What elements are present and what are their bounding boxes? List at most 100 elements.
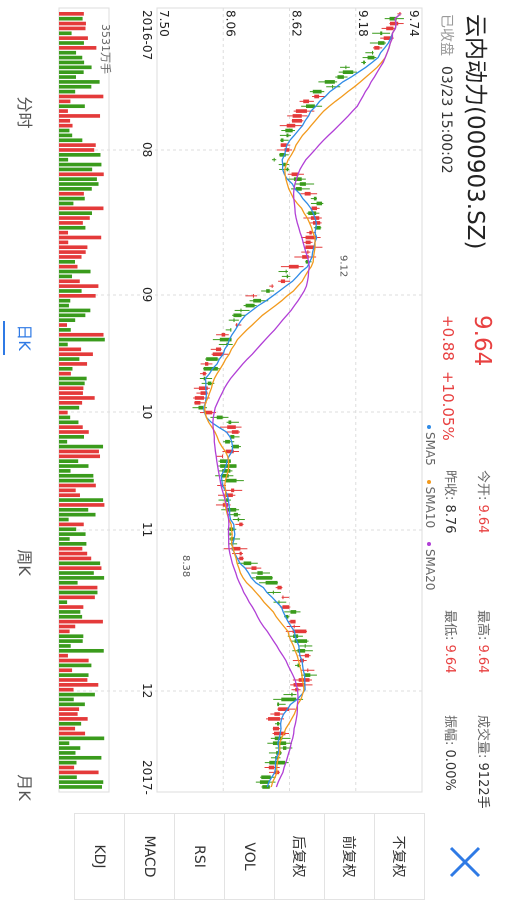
indicator-rsi[interactable]: RSI xyxy=(174,813,225,900)
candle-body xyxy=(283,162,286,167)
tab-label: 月K xyxy=(15,774,34,801)
price-change: +0.88 +10.05% xyxy=(439,315,457,451)
stat-high: 最高: 9.64 xyxy=(475,610,494,673)
volume-bar xyxy=(59,60,85,65)
candle-body xyxy=(227,425,236,429)
tab-intraday[interactable]: 分时 xyxy=(0,0,52,225)
volume-bar xyxy=(59,225,86,230)
candle-body xyxy=(203,376,206,381)
volume-bar xyxy=(59,357,80,361)
volume-bar xyxy=(59,352,93,357)
candle-body xyxy=(386,26,394,31)
candle-body xyxy=(280,279,286,284)
candle-body xyxy=(304,673,311,677)
legend-sma20-swatch xyxy=(427,541,432,546)
candle-body xyxy=(291,172,299,177)
volume-bar xyxy=(58,274,73,279)
volume-bar xyxy=(58,653,68,658)
candle-body xyxy=(239,551,242,556)
volume-bar xyxy=(58,571,94,575)
tab-weekly-k[interactable]: 周K xyxy=(0,450,52,675)
volume-bar xyxy=(59,420,79,425)
candle-body xyxy=(307,250,309,254)
candle-body xyxy=(285,269,287,274)
candle-body xyxy=(272,726,280,731)
tab-monthly-k[interactable]: 月K xyxy=(0,675,52,900)
candle-body xyxy=(257,571,263,575)
tab-label: 日K xyxy=(15,324,34,351)
volume-bar xyxy=(59,366,73,371)
tab-label: 周K xyxy=(15,549,34,576)
volume-bar xyxy=(59,21,86,26)
indicator-none-adjust[interactable]: 不复权 xyxy=(374,813,425,900)
indicator-backward-adjust[interactable]: 后复权 xyxy=(274,813,325,900)
volume-bar xyxy=(59,692,95,697)
candle-body xyxy=(292,629,307,634)
volume-bar xyxy=(59,697,74,702)
volume-bar xyxy=(58,401,83,405)
indicator-forward-adjust[interactable]: 前复权 xyxy=(324,813,375,900)
y-tick-label: 8.06 xyxy=(223,10,237,37)
y-tick-label: 9.74 xyxy=(407,10,421,37)
indicator-kdj[interactable]: KDJ xyxy=(74,813,125,900)
volume-bar xyxy=(59,444,104,449)
volume-plot-frame xyxy=(58,7,110,793)
volume-bar xyxy=(59,410,68,415)
candle-body xyxy=(290,610,297,614)
candle-body xyxy=(215,347,222,352)
candle-body xyxy=(372,50,374,55)
volume-bar xyxy=(58,639,83,643)
volume-bar xyxy=(59,551,88,556)
volume-bar xyxy=(59,26,86,31)
candle-body xyxy=(252,294,254,298)
volume-bar xyxy=(59,566,102,570)
volume-bar xyxy=(58,498,104,502)
candle-body xyxy=(363,60,365,65)
candle-body xyxy=(295,187,302,191)
volume-bar xyxy=(58,342,68,347)
candle-body xyxy=(304,191,311,196)
volume-bar xyxy=(59,148,95,152)
indicator-macd[interactable]: MACD xyxy=(124,813,175,900)
volume-bar xyxy=(58,717,88,721)
stat-prev-close: 昨收: 8.76 xyxy=(442,470,461,533)
candle-body xyxy=(206,357,218,361)
y-tick-label: 9.18 xyxy=(356,10,370,37)
candle-body xyxy=(233,444,239,449)
tab-daily-k[interactable]: 日K xyxy=(0,225,52,450)
candle-body xyxy=(230,328,232,332)
volume-bar xyxy=(58,328,71,332)
volume-bar xyxy=(59,624,76,629)
candle-body xyxy=(380,31,383,36)
volume-bar xyxy=(59,648,104,653)
volume-bar xyxy=(59,600,68,605)
volume-bar xyxy=(58,157,69,162)
candle-body xyxy=(288,264,299,269)
volume-bar xyxy=(58,172,104,177)
candle-body xyxy=(266,289,270,293)
tab-label: 分时 xyxy=(15,96,34,129)
x-tick-label: 09 xyxy=(140,287,154,302)
candle-body xyxy=(202,371,206,376)
close-button[interactable] xyxy=(445,842,485,882)
volume-bar xyxy=(58,634,84,639)
candle-body xyxy=(222,454,224,459)
candle-body xyxy=(286,123,296,128)
close-icon xyxy=(449,846,481,878)
indicator-vol[interactable]: VOL xyxy=(224,813,275,900)
candle-body xyxy=(207,381,212,386)
volume-bar xyxy=(58,269,91,274)
volume-bar xyxy=(59,221,83,225)
volume-bar xyxy=(58,41,84,45)
candle-body xyxy=(309,230,312,235)
candle-body xyxy=(277,721,280,726)
volume-bar xyxy=(58,610,81,614)
volume-bar xyxy=(58,143,96,147)
candle-body xyxy=(286,133,289,138)
candle-body xyxy=(282,605,290,609)
indicator-label: KDJ xyxy=(91,844,108,869)
period-tabs: 分时 日K 周K 月K xyxy=(0,0,52,801)
volume-bar xyxy=(58,478,94,483)
